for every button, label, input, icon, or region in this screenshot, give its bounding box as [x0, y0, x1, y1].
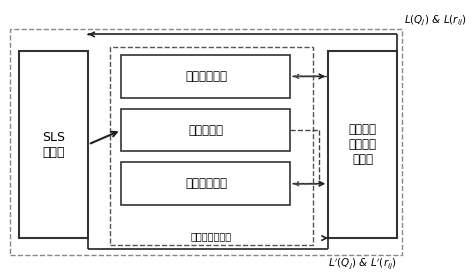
Bar	[122, 55, 290, 98]
Bar	[110, 47, 313, 245]
Bar	[122, 109, 290, 152]
Text: SLS
处理器: SLS 处理器	[42, 130, 65, 158]
Bar	[122, 162, 290, 205]
Bar	[19, 51, 88, 238]
Text: 懒惰判决器: 懒惰判决器	[189, 123, 223, 136]
Text: $L(Q_j)$ & $L(r_{ij})$: $L(Q_j)$ & $L(r_{ij})$	[404, 13, 466, 28]
Text: $L'(Q_j)$ & $L'(r_{ij})$: $L'(Q_j)$ & $L'(r_{ij})$	[328, 256, 397, 271]
Bar	[328, 51, 397, 238]
Text: 后验信息
和外信息
存储器: 后验信息 和外信息 存储器	[349, 123, 377, 166]
Text: 懒惰调度控制器: 懒惰调度控制器	[191, 231, 232, 241]
Bar	[10, 29, 401, 255]
Text: 写地址生成器: 写地址生成器	[185, 177, 227, 190]
Text: 读地址生成器: 读地址生成器	[185, 70, 227, 83]
